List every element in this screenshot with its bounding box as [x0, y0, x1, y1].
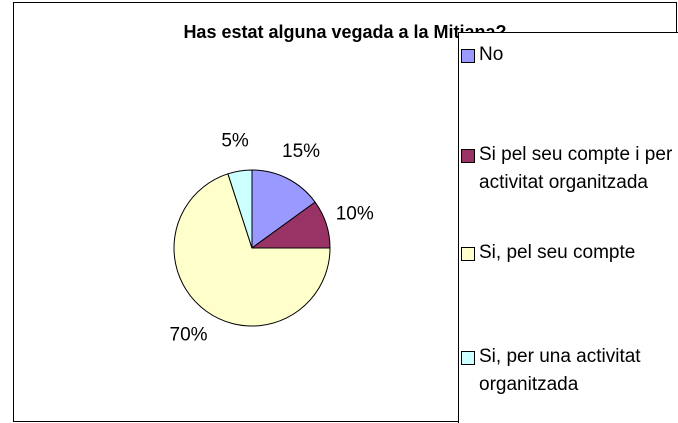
data-label: 5%	[221, 130, 249, 151]
data-label: 15%	[282, 141, 320, 162]
legend: No Si pel seu compte i per activitat orga…	[458, 32, 678, 423]
legend-item: Si, per una activitat organitzada	[461, 343, 676, 399]
pie	[173, 169, 331, 327]
data-label: 10%	[336, 204, 374, 225]
legend-item: Si, pel seu compte	[461, 239, 676, 267]
legend-swatch	[461, 247, 475, 261]
legend-label: Si pel seu compte i per activitat organi…	[479, 144, 673, 193]
pie-slice	[227, 169, 253, 249]
chart-title: Has estat alguna vegada a la Mitjana?	[183, 22, 506, 42]
legend-swatch	[461, 149, 475, 163]
legend-label: No	[479, 44, 504, 65]
legend-swatch	[461, 49, 475, 63]
pie-slice	[173, 173, 331, 327]
legend-item: Si pel seu compte i per activitat organi…	[461, 141, 676, 197]
legend-label: Si, per una activitat organitzada	[479, 346, 641, 395]
legend-item: No	[461, 41, 676, 69]
pie-slice	[251, 169, 316, 249]
legend-label: Si, pel seu compte	[479, 242, 636, 263]
data-label: 70%	[170, 324, 208, 345]
legend-swatch	[461, 351, 475, 365]
